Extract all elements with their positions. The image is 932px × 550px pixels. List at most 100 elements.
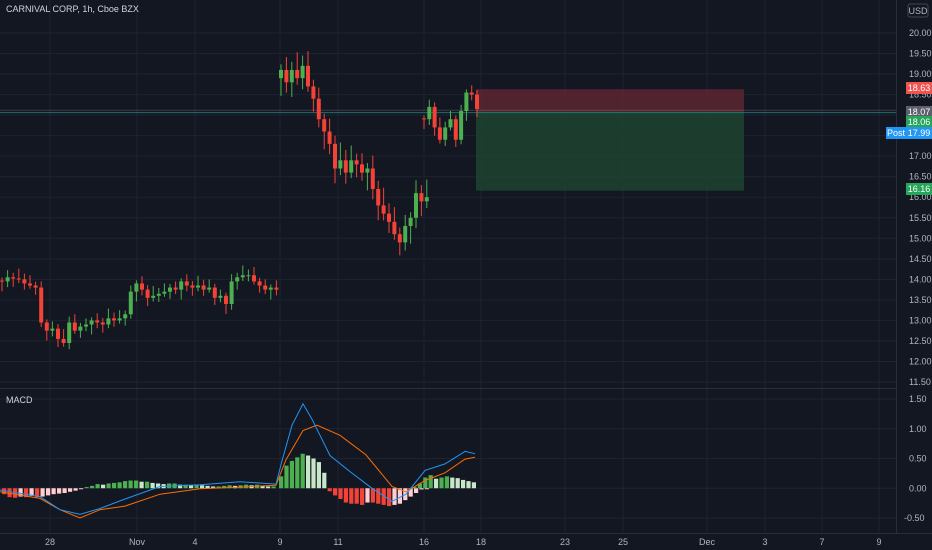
candle-body [156, 293, 161, 296]
price-tick-label: 17.00 [909, 151, 932, 161]
candle-body [289, 69, 294, 83]
macd-histogram-bar [57, 488, 62, 494]
candle-body [50, 328, 55, 331]
macd-axis[interactable]: 1.50 1.00 0.50 0.00 -0.50 [904, 394, 927, 523]
price-tick-label: 15.50 [909, 213, 932, 223]
time-tick-label: 4 [192, 537, 197, 547]
grid-lines [0, 0, 896, 533]
macd-histogram-bar [90, 485, 95, 489]
candle-body [295, 69, 300, 79]
candle-body [370, 168, 375, 190]
candle-body [33, 285, 38, 288]
currency-label: USD [908, 6, 928, 16]
macd-histogram-bar [145, 481, 150, 489]
price-badge-label: 18.06 [908, 117, 931, 127]
candle-body [218, 295, 223, 298]
price-level-lines [0, 109, 896, 114]
candle-body [22, 279, 27, 284]
candle-body [212, 287, 217, 298]
macd-histogram-bar [205, 485, 210, 489]
candle-body [448, 119, 453, 128]
risk-reward-zones[interactable] [476, 89, 744, 191]
macd-histogram-bar [408, 488, 413, 497]
candle-body [333, 143, 337, 169]
candle-body [469, 92, 474, 95]
candle-body [11, 277, 16, 279]
macd-histogram-bar [123, 481, 128, 489]
macd-histogram-bar [455, 478, 460, 489]
macd-histogram-bar [18, 488, 23, 497]
candle-body [453, 119, 458, 140]
currency-button[interactable]: USD [907, 3, 929, 18]
candle-body [397, 234, 402, 243]
candle-body [257, 281, 262, 286]
macd-histogram-bar [112, 482, 117, 489]
time-tick-label: 28 [45, 537, 55, 547]
macd-histogram-bar [289, 460, 294, 489]
macd-histogram-bar [139, 481, 144, 489]
macd-histogram-bar [381, 488, 386, 505]
price-badge [906, 127, 932, 139]
macd-histogram-bar [466, 481, 471, 489]
candle-body [437, 127, 442, 140]
take-profit-zone[interactable] [476, 112, 744, 191]
macd-histogram-bar [128, 480, 133, 489]
candle-body [475, 94, 479, 109]
macd-histogram-bar [354, 488, 359, 504]
price-tick-label: 11.50 [909, 377, 931, 387]
candle-body [145, 289, 150, 298]
candle-body [392, 221, 397, 235]
price-tick-label: 14.50 [909, 254, 932, 264]
macd-histogram-bar [183, 484, 188, 489]
price-tick-label: 15.00 [909, 233, 932, 243]
candle-body [316, 98, 321, 120]
price-tick-label: 19.00 [909, 69, 932, 79]
macd-histogram-bar [24, 488, 29, 498]
candle-body [432, 106, 437, 128]
macd-histogram-bar [79, 488, 84, 490]
macd-histogram-bar [424, 488, 429, 490]
candle-body [201, 285, 206, 290]
candle-body [459, 111, 464, 140]
candle-body [419, 193, 424, 202]
stop-loss-zone[interactable] [476, 89, 744, 113]
candle-body [39, 287, 44, 323]
candle-body [106, 318, 111, 325]
candle-body [190, 285, 195, 288]
time-axis[interactable]: 28 Nov 4 9 11 16 18 23 25 Dec 3 7 9 [45, 537, 882, 547]
macd-histogram-bar [333, 488, 338, 496]
macd-histogram-bar [260, 485, 265, 489]
macd-histogram-bar [68, 488, 73, 492]
macd-histogram-bar [343, 488, 348, 503]
candle-body [327, 131, 332, 144]
macd-histogram-bar [84, 487, 89, 489]
candle-body [422, 118, 426, 120]
candle-body [61, 338, 66, 343]
macd-histogram-bar [316, 462, 321, 489]
macd-line [0, 402, 476, 515]
macd-histogram-bar [407, 488, 412, 490]
candle-body [78, 326, 83, 331]
candle-body [464, 92, 469, 112]
macd-histogram-bar [178, 484, 183, 489]
price-badge [906, 183, 932, 195]
macd-histogram-bar [222, 485, 227, 489]
price-tick-label: 12.50 [909, 336, 932, 346]
price-badge-label: 16.16 [908, 184, 931, 194]
candle-body [311, 86, 316, 99]
candle-body [284, 69, 289, 83]
candle-body [56, 328, 60, 339]
time-tick-label: 3 [762, 537, 767, 547]
candle-body [268, 287, 273, 290]
macd-histogram-bar [7, 488, 12, 498]
macd-histogram-bar [2, 488, 7, 495]
candle-body [414, 193, 418, 218]
macd-histogram-bar [266, 486, 271, 489]
time-tick-label: 7 [819, 537, 824, 547]
macd-histogram-bar [428, 475, 433, 489]
candle-body [387, 213, 391, 222]
macd-histogram-bar [370, 488, 375, 503]
candle-body [128, 291, 133, 315]
